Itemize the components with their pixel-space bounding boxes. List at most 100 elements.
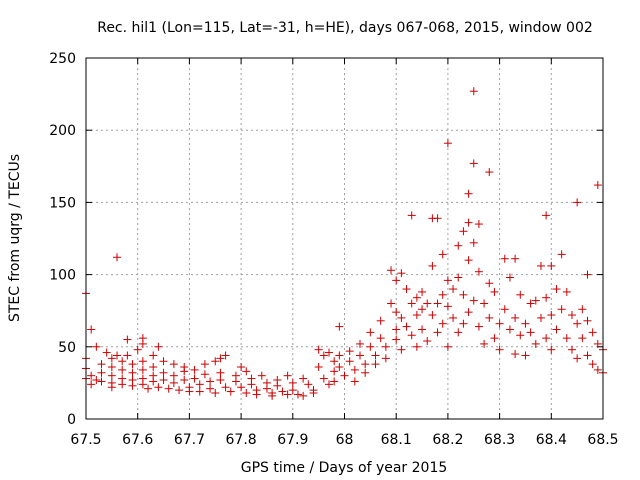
data-point [583,316,592,325]
data-point [335,322,344,331]
x-tick-label: 67.9 [277,432,308,448]
data-point [345,347,354,356]
data-point [107,383,116,392]
data-point [511,313,520,322]
data-point [309,389,318,398]
data-point [102,348,111,357]
data-point [490,334,499,343]
data-point [366,328,375,337]
data-point [361,360,370,369]
data-point [330,357,339,366]
data-point [247,380,256,389]
data-point [469,296,478,305]
data-point [583,270,592,279]
data-point [350,377,359,386]
data-point [381,342,390,351]
data-point [381,354,390,363]
data-point [573,354,582,363]
data-point [154,383,163,392]
data-point [123,351,132,360]
data-point [567,311,576,320]
data-point [231,377,240,386]
data-point [593,365,602,374]
data-point [438,250,447,259]
x-tick-label: 68.5 [587,432,618,448]
data-point [206,377,215,386]
data-point [412,293,421,302]
data-point [423,337,432,346]
data-point [273,381,282,390]
data-point [480,299,489,308]
data-point [433,328,442,337]
data-point [433,299,442,308]
data-point [443,342,452,351]
data-point [454,273,463,282]
data-point [392,325,401,334]
data-point [443,276,452,285]
data-point [242,389,251,398]
data-point [185,387,194,396]
data-point [149,363,158,372]
data-point [195,387,204,396]
data-point [159,376,168,385]
data-point [252,390,261,399]
data-point [330,367,339,376]
data-point [314,345,323,354]
data-point [97,360,106,369]
data-point [206,384,215,393]
data-point [138,357,147,366]
data-point [423,299,432,308]
data-point [521,319,530,328]
data-point [562,334,571,343]
data-point [335,363,344,372]
y-tick-label: 100 [49,268,76,284]
data-point [438,319,447,328]
data-point [237,383,246,392]
data-point [190,365,199,374]
data-point [480,339,489,348]
data-point [552,285,561,294]
data-point [371,351,380,360]
data-point [495,319,504,328]
data-point [144,384,153,393]
data-point [536,261,545,270]
data-point [449,313,458,322]
data-point [464,256,473,265]
data-point [340,371,349,380]
data-point [366,342,375,351]
data-point [283,390,292,399]
data-point [402,322,411,331]
data-point [133,345,142,354]
data-point [159,357,168,366]
y-tick-label: 150 [49,195,76,211]
data-point [500,305,509,314]
data-point [412,342,421,351]
y-tick-label: 50 [58,340,76,356]
data-point [211,389,220,398]
data-point [113,351,122,360]
data-point [474,267,483,276]
x-tick-label: 67.6 [122,432,153,448]
data-point [588,360,597,369]
data-point [407,331,416,340]
data-point [500,254,509,263]
data-point [542,334,551,343]
data-point [459,227,468,236]
data-point [485,168,494,177]
data-point [319,374,328,383]
data-point [402,285,411,294]
data-point [335,351,344,360]
data-point [495,345,504,354]
data-point [469,87,478,96]
data-point [443,139,452,148]
data-point [324,348,333,357]
data-point [392,308,401,317]
data-point [113,253,122,262]
x-tick-label: 67.5 [70,432,101,448]
data-point [557,250,566,259]
data-point [169,360,178,369]
grid [86,58,603,419]
data-point [159,368,168,377]
data-point [469,159,478,168]
